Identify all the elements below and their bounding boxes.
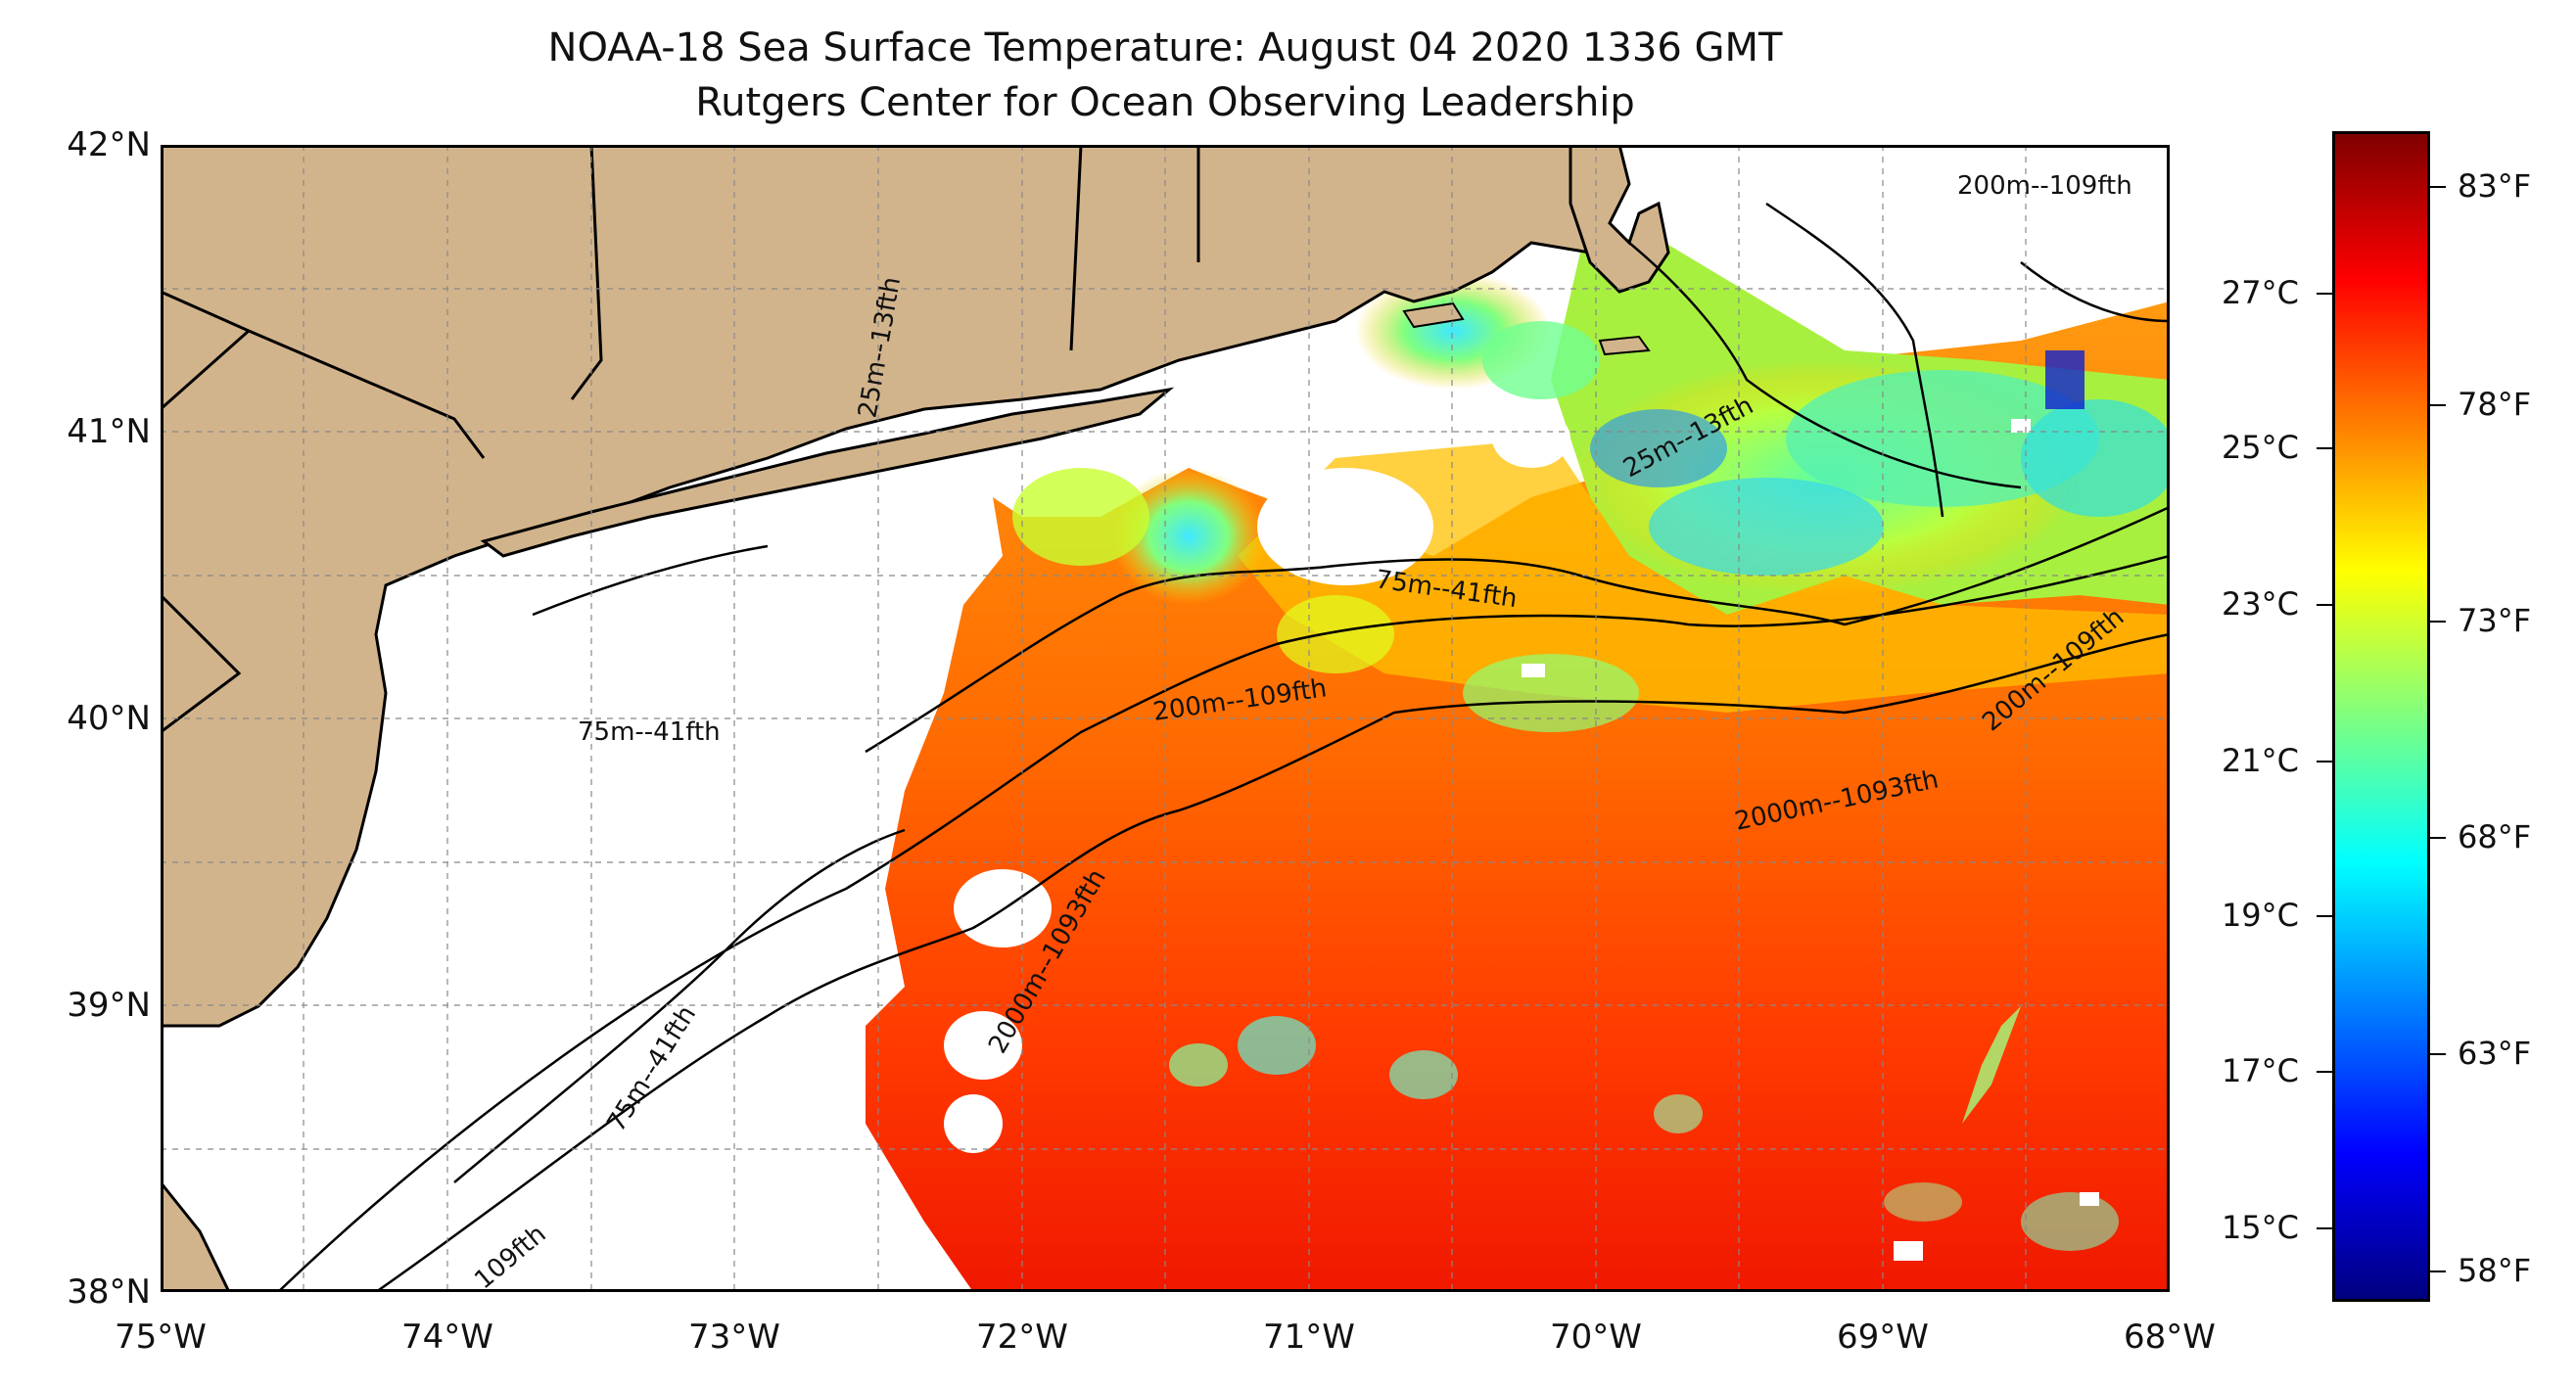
colorbar-celsius-label: 15°C: [2221, 1209, 2299, 1246]
colorbar-fahrenheit-label: 63°F: [2458, 1035, 2532, 1072]
contour-label: 75m--41fth: [578, 717, 721, 747]
map-border: [161, 145, 2170, 1292]
colorbar-fahrenheit-label: 73°F: [2458, 602, 2532, 639]
map-title: NOAA-18 Sea Surface Temperature: August …: [547, 25, 1783, 70]
colorbar-celsius-label: 21°C: [2221, 742, 2299, 779]
lat-tick-label: 42°N: [67, 125, 151, 164]
colorbar: [2332, 131, 2430, 1302]
lat-tick-label: 38°N: [67, 1272, 151, 1312]
colorbar-celsius-label: 25°C: [2221, 429, 2299, 466]
colorbar-celsius-label: 19°C: [2221, 897, 2299, 934]
colorbar-fahrenheit-label: 68°F: [2458, 818, 2532, 855]
land-mass: [161, 145, 1612, 1028]
colorbar-fahrenheit-label: 58°F: [2458, 1252, 2532, 1289]
colorbar-fahrenheit-label: 83°F: [2458, 167, 2532, 205]
colorbar-celsius-label: 23°C: [2221, 585, 2299, 623]
map-subtitle: Rutgers Center for Ocean Observing Leade…: [695, 80, 1635, 125]
contour-label: 200m--109fth: [1957, 171, 2132, 201]
lat-tick-label: 40°N: [67, 699, 151, 738]
lon-tick-label: 71°W: [1263, 1317, 1355, 1357]
lon-tick-label: 75°W: [115, 1317, 207, 1357]
lon-tick-label: 72°W: [976, 1317, 1068, 1357]
colorbar-gradient: [2335, 134, 2427, 1299]
sst-map-canvas: 200m--109fth 25m--13fth 25m--13fth 75m--…: [161, 145, 2170, 1292]
lat-tick-label: 41°N: [67, 412, 151, 451]
map-gridlines: [161, 145, 2170, 1292]
colorbar-celsius-label: 17°C: [2221, 1052, 2299, 1089]
colorbar-fahrenheit-label: 78°F: [2458, 386, 2532, 423]
colorbar-celsius-label: 27°C: [2221, 274, 2299, 311]
sst-map[interactable]: 200m--109fth 25m--13fth 25m--13fth 75m--…: [161, 145, 2170, 1292]
lon-tick-label: 70°W: [1550, 1317, 1642, 1357]
lon-tick-label: 69°W: [1837, 1317, 1929, 1357]
lon-tick-label: 74°W: [401, 1317, 493, 1357]
lon-tick-label: 68°W: [2124, 1317, 2216, 1357]
lon-tick-label: 73°W: [688, 1317, 780, 1357]
lat-tick-label: 39°N: [67, 986, 151, 1025]
bathymetry-contours: [277, 202, 2170, 1292]
